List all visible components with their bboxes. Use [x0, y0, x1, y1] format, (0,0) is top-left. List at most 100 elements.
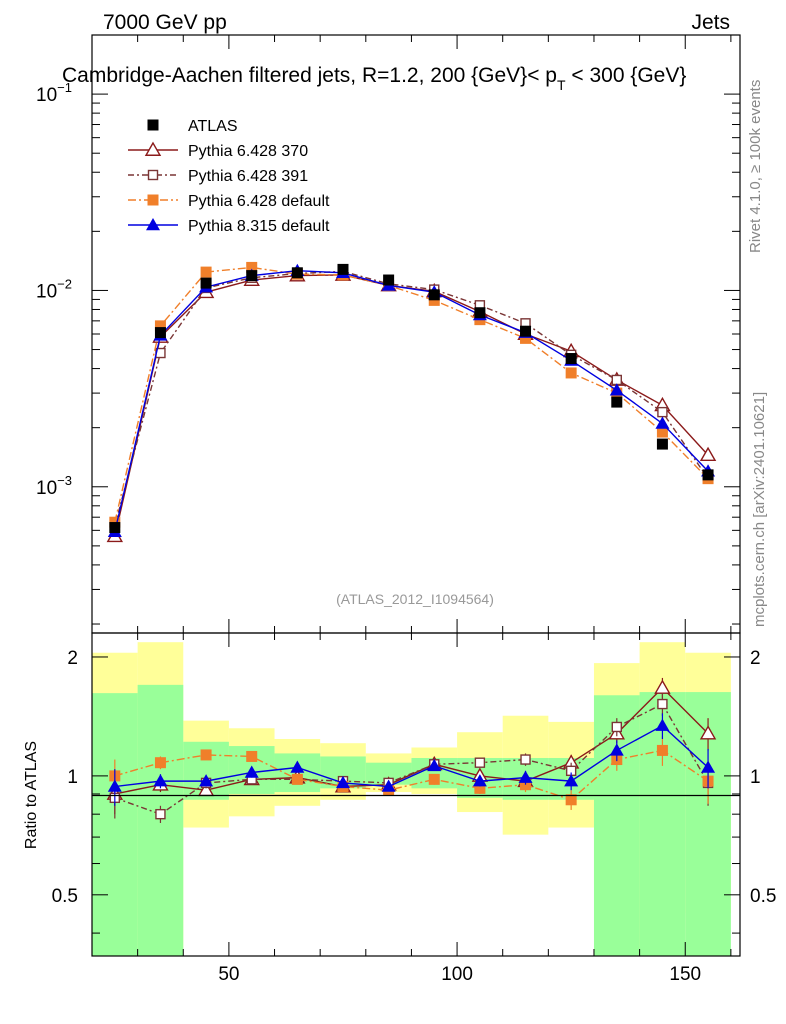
atlas-point-5: [291, 267, 303, 279]
atlas-point-8: [428, 289, 440, 301]
legend-label-3: Pythia 6.428 391: [188, 168, 308, 185]
ratio-ytick-label-right-0.5: 0.5: [750, 886, 776, 907]
ratio-uncertainty-bands: [92, 642, 731, 956]
ratio-point-s4-3: [199, 774, 214, 787]
ratio-point-s4-10: [518, 770, 533, 783]
legend-marker-2: [144, 141, 162, 156]
chart-title: Cambridge-Aachen filtered jets, R=1.2, 2…: [62, 64, 686, 93]
green-band-1: [92, 693, 138, 956]
ratio-point-s3-5: [291, 773, 303, 785]
main-ytick-label-2: 10−2: [36, 276, 72, 302]
x-tick-label-50: 50: [218, 964, 239, 985]
main-point-s3-8: [428, 294, 440, 306]
atlas-point-12: [611, 396, 623, 408]
ratio-point-s3-3: [200, 749, 212, 761]
main-point-s3-13: [656, 426, 668, 438]
chart-title-text: Cambridge-Aachen filtered jets, R=1.2, 2…: [62, 64, 557, 87]
ratio-point-s3-2: [154, 757, 166, 769]
ratio-point-s2-12: [611, 721, 622, 733]
legend-marker-3: [147, 169, 159, 181]
ratio-series-group: [106, 677, 717, 823]
ratio-point-s4-2: [153, 774, 168, 787]
ratio-point-s4-12: [609, 743, 624, 756]
ratio-point-s2-13: [657, 698, 668, 710]
ratio-ytick-label-left-0.5: 0.5: [52, 886, 78, 907]
atlas-point-13: [656, 438, 668, 450]
ratio-point-s1-14: [699, 725, 717, 740]
main-line-series-3: [114, 266, 709, 523]
main-ytick-label-base: 10: [36, 478, 57, 499]
legend-label-4: Pythia 6.428 default: [188, 193, 330, 210]
main-ytick-label-exp: −2: [57, 276, 72, 291]
main-ytick-label-1: 10−1: [36, 80, 72, 106]
legend-marker-4: [147, 194, 159, 206]
main-point-s3-10: [520, 332, 532, 344]
main-ytick-label-3: 10−3: [36, 473, 72, 499]
ratio-point-s4-5: [290, 760, 305, 773]
ratio-y-axis-label: Ratio to ATLAS: [23, 741, 40, 849]
main-point-s4-12: [609, 383, 624, 396]
ratio-point-s3-8: [428, 773, 440, 785]
ratio-ytick-label-right-2: 2: [750, 648, 761, 669]
legend: ATLAS Pythia 6.428 370 Pythia 6.428 391 Pyt…: [128, 118, 330, 235]
atlas-point-14: [702, 469, 714, 481]
ratio-point-s4-4: [244, 765, 259, 778]
ratio-line-series-1: [114, 686, 709, 795]
mcplots-source-label: mcplots.cern.ch [arXiv:2401.10621]: [751, 392, 768, 627]
ratio-point-s2-9: [474, 757, 486, 768]
main-ytick-label-exp: −1: [57, 80, 72, 95]
ratio-point-s2-10: [520, 754, 531, 765]
legend-label-5: Pythia 8.315 default: [188, 218, 330, 235]
main-point-s3-11: [565, 367, 577, 379]
ratio-line-series-4: [114, 724, 709, 788]
x-tick-label-100: 100: [441, 964, 473, 985]
atlas-point-7: [383, 274, 395, 286]
main-point-s4-13: [655, 416, 670, 429]
ratio-point-s3-4: [246, 750, 258, 762]
ratio-ytick-label-right-1: 1: [750, 767, 761, 788]
ratio-point-s4-9: [472, 774, 487, 787]
ratio-point-s4-14: [701, 760, 716, 773]
atlas-point-11: [565, 353, 577, 365]
analysis-id-label: (ATLAS_2012_I1094564): [336, 591, 494, 607]
main-ytick-label-exp: −3: [57, 473, 72, 488]
ratio-ytick-label-left-2: 2: [67, 648, 78, 669]
ratio-point-s4-13: [655, 718, 670, 731]
ratio-point-s4-7: [381, 779, 396, 792]
legend-label-2: Pythia 6.428 370: [188, 143, 308, 160]
atlas-data-points: [109, 263, 714, 534]
x-tick-label-150: 150: [669, 964, 701, 985]
chart-title-tail: < 300 {GeV}: [566, 64, 687, 87]
legend-label-1: ATLAS: [188, 118, 238, 135]
header-category-label: Jets: [691, 11, 730, 34]
ratio-point-s2-2: [155, 808, 166, 820]
atlas-point-1: [109, 522, 121, 534]
main-ytick-label-base: 10: [36, 85, 57, 106]
atlas-point-2: [154, 327, 166, 339]
main-point-s2-13: [657, 406, 668, 418]
main-line-series-4: [114, 270, 709, 532]
main-point-s1-14: [699, 446, 717, 462]
atlas-point-9: [474, 307, 486, 319]
ratio-panel-frame: [91, 632, 741, 957]
ratio-point-s3-11: [565, 794, 577, 806]
main-ytick-label-base: 10: [36, 281, 57, 302]
ratio-ytick-label-left-1: 1: [67, 767, 78, 788]
atlas-point-10: [520, 325, 532, 337]
main-point-s3-2: [154, 320, 166, 332]
ratio-line-series-3: [114, 749, 709, 801]
legend-marker-1: [147, 119, 159, 131]
atlas-point-4: [246, 270, 258, 282]
main-line-series-2: [114, 270, 709, 527]
main-point-s2-12: [611, 374, 622, 386]
main-series-group: [106, 261, 717, 543]
ratio-point-s3-9: [474, 782, 486, 794]
ratio-point-s3-13: [656, 744, 668, 756]
rivet-version-label: Rivet 4.1.0, ≥ 100k events: [747, 80, 764, 253]
atlas-point-6: [337, 263, 349, 275]
legend-marker-5: [146, 218, 160, 231]
main-point-s3-4: [246, 261, 258, 273]
main-point-s3-3: [200, 266, 212, 278]
